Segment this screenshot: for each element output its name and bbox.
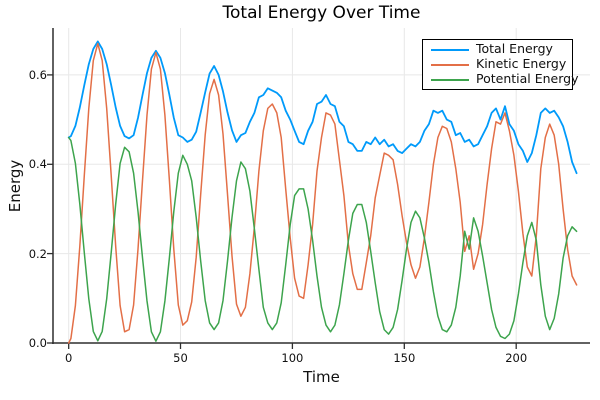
- legend-line-sample-total: [431, 48, 469, 51]
- y-tick-label: 0.2: [28, 246, 47, 261]
- legend-line-sample-potential: [431, 78, 469, 81]
- y-tick-label: 0.0: [28, 336, 47, 350]
- legend-label-total: Total Energy: [476, 41, 553, 57]
- legend-item-total-energy: Total Energy: [431, 42, 568, 57]
- legend: Total Energy Kinetic Energy Potential En…: [422, 39, 579, 90]
- legend-label-kinetic: Kinetic Energy: [476, 56, 567, 72]
- y-tick-label: 0.6: [28, 67, 47, 82]
- legend-label-potential: Potential Energy: [476, 71, 579, 87]
- x-tick-label: 200: [505, 351, 528, 365]
- x-axis-label: Time: [303, 368, 340, 386]
- legend-item-kinetic-energy: Kinetic Energy: [431, 57, 568, 72]
- legend-item-potential-energy: Potential Energy: [431, 72, 579, 87]
- x-tick-label: 0: [65, 351, 73, 365]
- chart-title: Total Energy Over Time: [222, 3, 421, 23]
- x-tick-label: 150: [393, 351, 416, 365]
- y-tick-label: 0.4: [28, 157, 47, 172]
- legend-line-sample-kinetic: [431, 63, 469, 66]
- x-tick-label: 50: [173, 351, 188, 365]
- x-tick-label: 100: [281, 351, 304, 365]
